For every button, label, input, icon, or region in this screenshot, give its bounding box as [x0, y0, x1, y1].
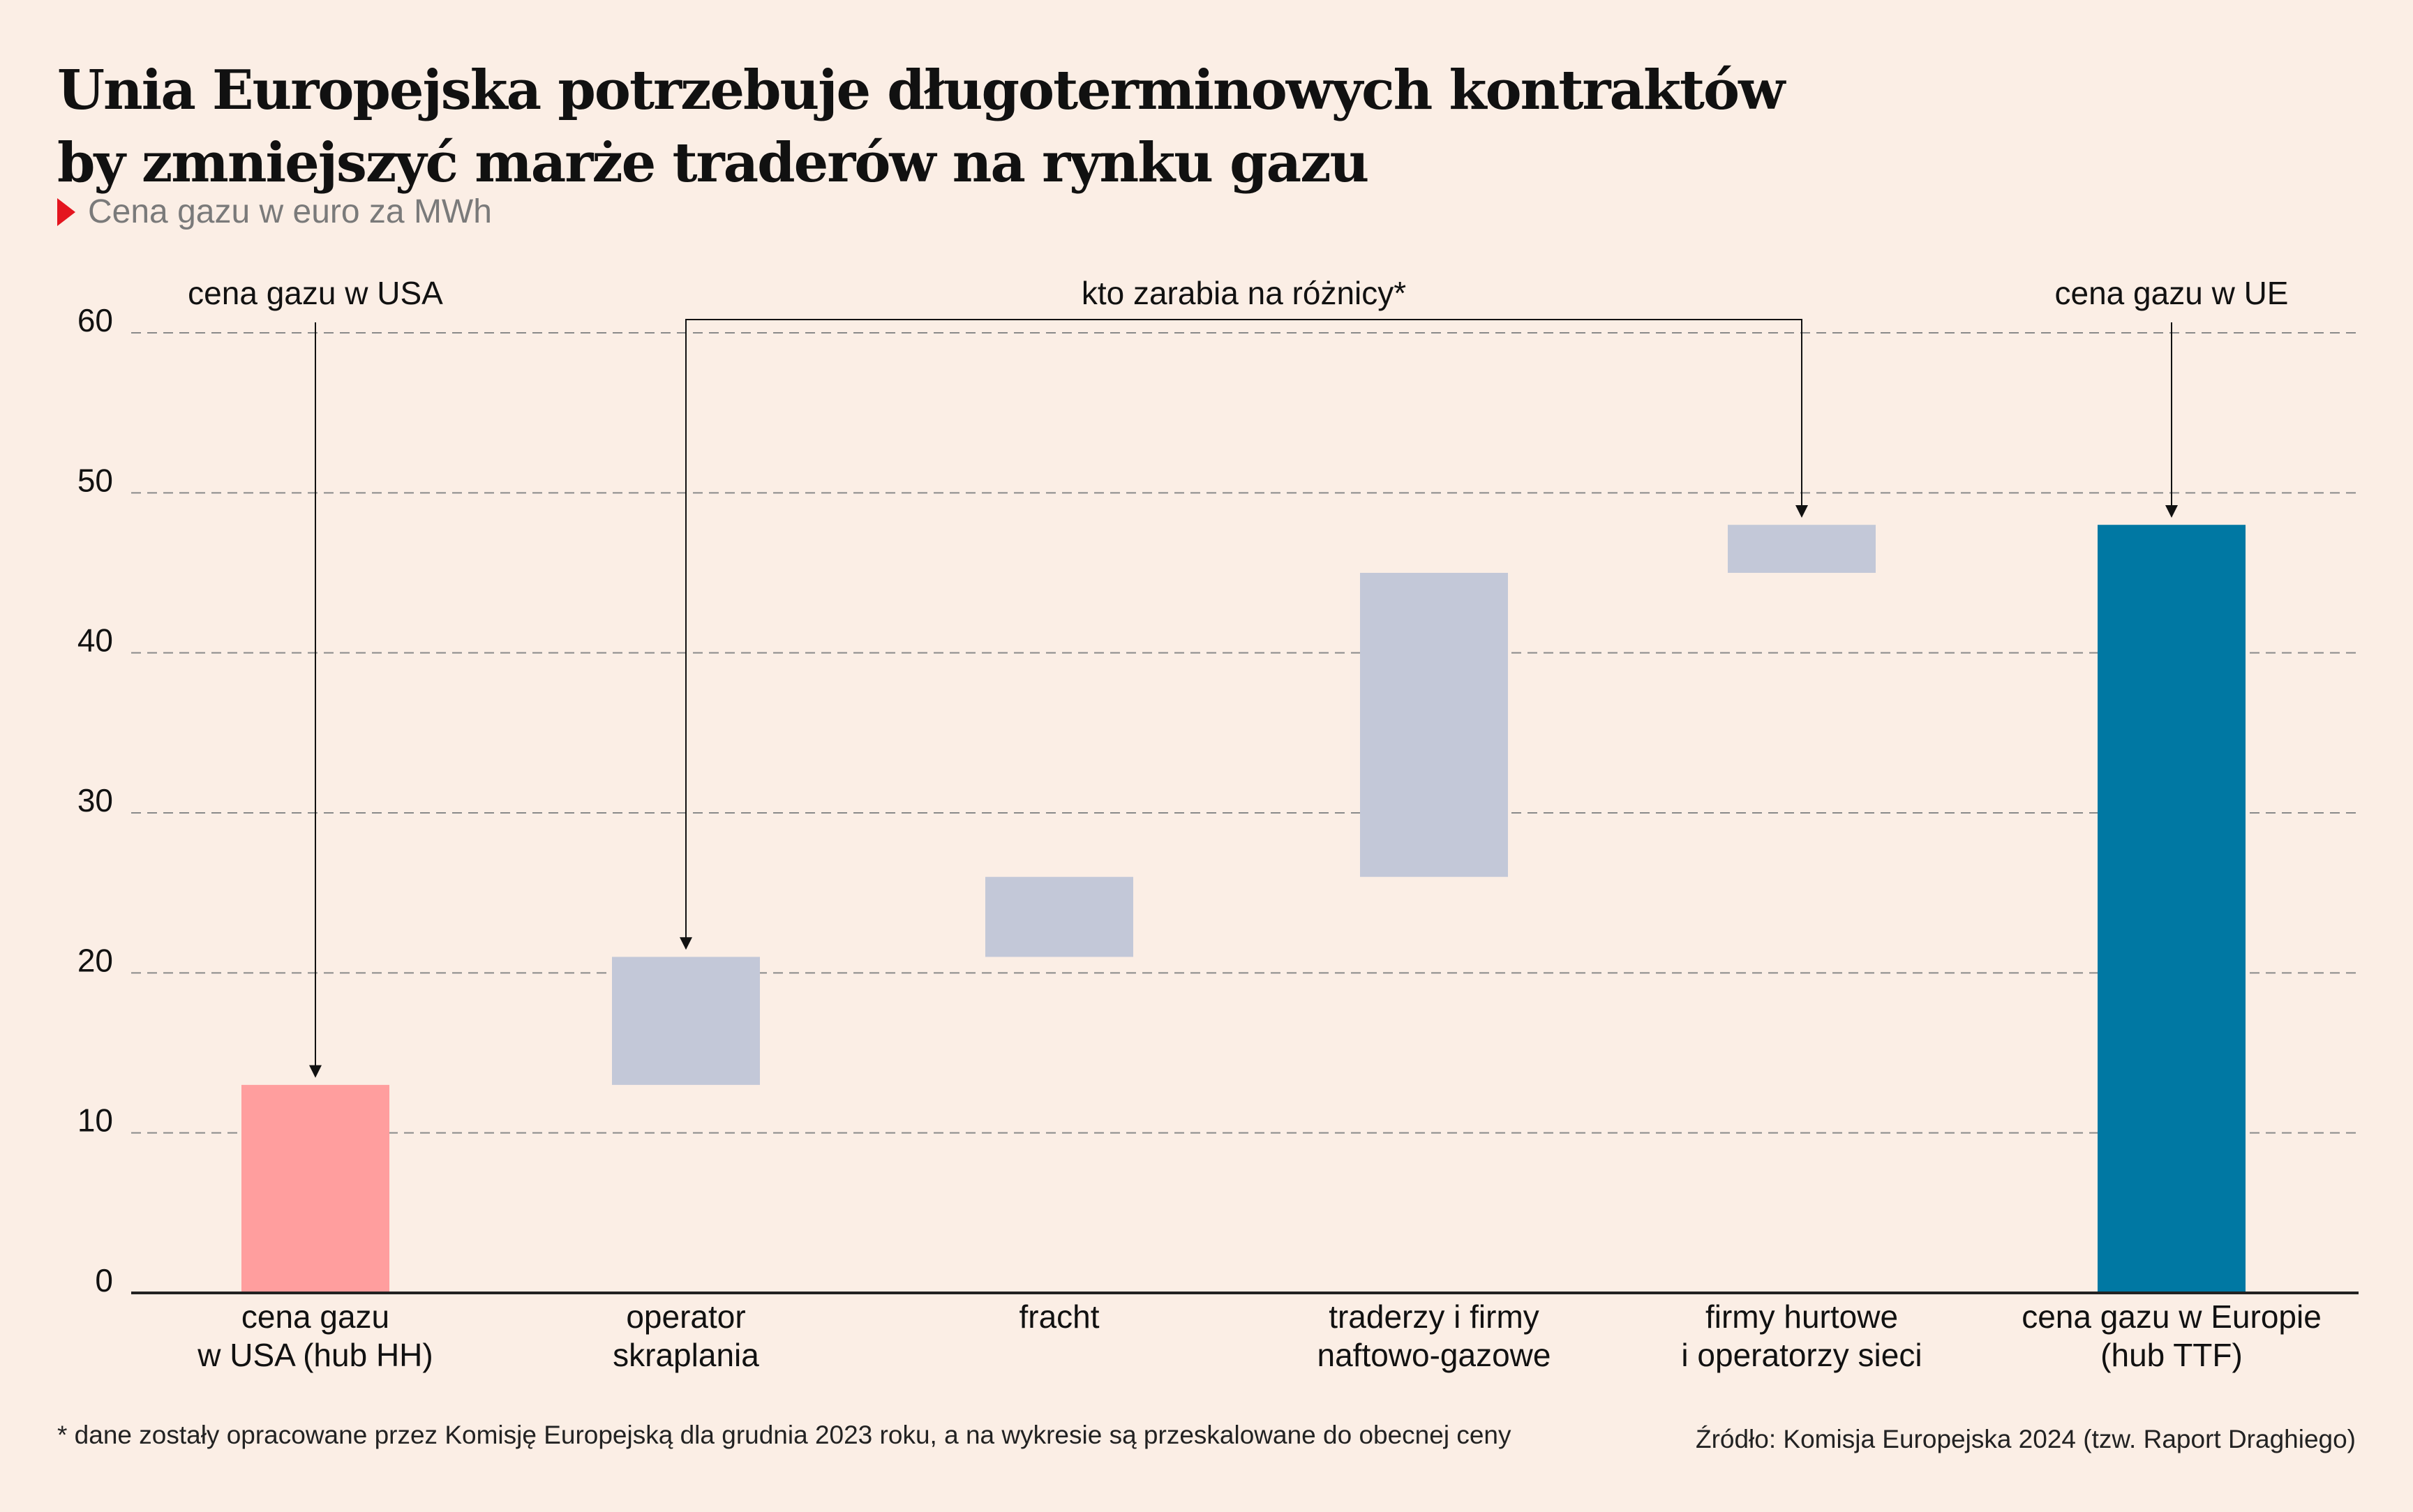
x-category-label: w USA (hub HH): [197, 1337, 433, 1373]
chart-title-line-1: Unia Europejska potrzebuje długoterminow…: [57, 59, 1785, 122]
x-category-label: (hub TTF): [2100, 1337, 2243, 1373]
chart-title-line-2: by zmniejszyć marże traderów na rynku ga…: [57, 131, 1369, 195]
footnote: * dane zostały opracowane przez Komisję …: [57, 1421, 1511, 1449]
annotation-label: cena gazu w UE: [2055, 275, 2289, 311]
y-tick-label: 30: [77, 782, 113, 818]
x-category-label: traderzy i firmy: [1329, 1298, 1539, 1335]
bar: [241, 1084, 389, 1293]
annotation-label: cena gazu w USA: [188, 275, 443, 311]
annotation-label: kto zarabia na różnicy*: [1082, 275, 1406, 311]
bar: [1360, 573, 1508, 877]
bar: [985, 876, 1133, 957]
x-category-label: cena gazu w Europie: [2022, 1298, 2322, 1335]
chart-title: Unia Europejska potrzebuje długoterminow…: [57, 54, 2360, 200]
triangle-marker-icon: [57, 197, 75, 226]
x-category-label: cena gazu: [241, 1298, 389, 1335]
x-category-label: i operatorzy sieci: [1681, 1337, 1922, 1373]
y-tick-label: 60: [77, 302, 113, 338]
y-tick-label: 10: [77, 1102, 113, 1139]
y-tick-label: 40: [77, 622, 113, 659]
x-category-label: naftowo-gazowe: [1317, 1337, 1551, 1373]
chart-subtitle: Cena gazu w euro za MWh: [57, 193, 492, 231]
y-tick-label: 20: [77, 942, 113, 978]
x-category-label: firmy hurtowe: [1705, 1298, 1898, 1335]
annotation-bracket-arrow: [680, 319, 1808, 950]
source-note: Źródło: Komisja Europejska 2024 (tzw. Ra…: [1695, 1425, 2356, 1453]
x-category-label: operator: [626, 1298, 745, 1335]
bar: [1728, 525, 1876, 573]
x-category-label: skraplania: [613, 1337, 759, 1373]
y-tick-label: 0: [95, 1262, 113, 1298]
y-tick-label: 50: [77, 462, 113, 498]
subtitle-text: Cena gazu w euro za MWh: [88, 193, 492, 230]
bar: [612, 957, 760, 1085]
x-category-label: fracht: [1019, 1298, 1099, 1335]
bar: [2098, 525, 2246, 1294]
